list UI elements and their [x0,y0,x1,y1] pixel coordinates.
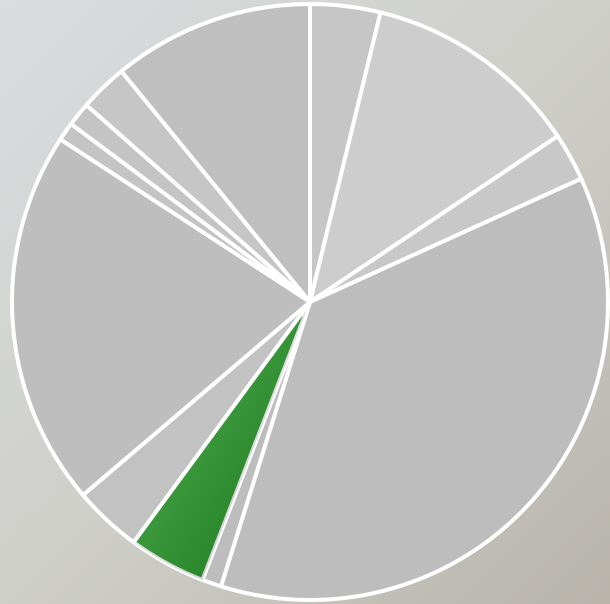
pie [10,2,610,602]
pie-slice [308,10,560,304]
pie-slice [119,2,312,304]
pie-slice [10,137,312,498]
pie-slice [218,176,610,602]
slice-shine [133,302,310,580]
